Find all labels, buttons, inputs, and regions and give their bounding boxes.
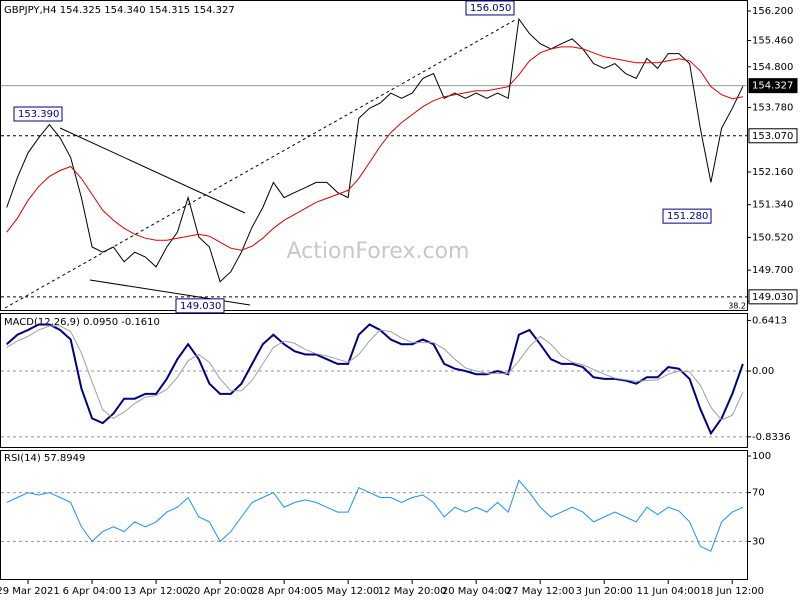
x-tick-label: 29 Mar 2021: [0, 586, 60, 597]
x-tick-label: 20 May 04:00: [442, 586, 511, 597]
x-tick-label: 12 May 20:00: [378, 586, 447, 597]
series-line: [6, 325, 744, 421]
series-line: [6, 479, 744, 552]
level-label: 153.070: [752, 131, 793, 142]
annotation-box: [662, 208, 712, 224]
y-tick-label: 152.160: [752, 167, 793, 178]
annotation-label: 149.030: [180, 301, 221, 312]
y-tick-label: 156.200: [752, 6, 793, 17]
price-panel: [0, 0, 748, 311]
last-price-label: 154.327: [752, 81, 793, 92]
y-tick-label: 70: [752, 488, 765, 499]
fib-label: 38.2: [728, 302, 746, 311]
x-tick-label: 20 Apr 20:00: [187, 586, 252, 597]
annotation-label: 156.050: [470, 3, 511, 14]
level-label-box: [748, 128, 798, 144]
series-line: [6, 323, 744, 436]
level-label: 149.030: [752, 292, 793, 303]
y-tick-label: 100: [752, 451, 771, 462]
y-tick-label: 154.800: [752, 62, 793, 73]
y-tick-label: 155.460: [752, 35, 793, 46]
annotation-box: [465, 0, 515, 16]
x-tick-label: 27 May 12:00: [506, 586, 575, 597]
price-title: GBPJPY,H4 154.325 154.340 154.315 154.32…: [4, 5, 235, 16]
rsi-title: RSI(14) 57.8949: [4, 453, 85, 464]
y-tick-label: 0.6413: [752, 315, 787, 326]
trend-line: [4, 19, 516, 309]
level-label-box: [748, 289, 798, 305]
x-tick-label: 11 Jun 04:00: [636, 586, 700, 597]
y-tick-label: 149.700: [752, 265, 793, 276]
rsi-panel: [0, 450, 748, 580]
y-tick-label: 150.520: [752, 232, 793, 243]
x-tick-label: 3 Jun 20:00: [576, 586, 633, 597]
trend-line: [59, 127, 246, 214]
x-tick-label: 28 Apr 04:00: [252, 586, 317, 597]
macd-title: MACD(12,26,9) 0.0950 -0.1610: [4, 317, 160, 328]
last-price-label-box: [748, 78, 798, 94]
annotation-label: 153.390: [18, 109, 59, 120]
y-tick-label: 151.340: [752, 200, 793, 211]
x-tick-label: 13 Apr 12:00: [123, 586, 188, 597]
y-tick-label: 0.00: [752, 366, 774, 377]
annotation-box: [13, 106, 63, 122]
series-line: [6, 17, 744, 283]
annotation-box: [175, 298, 225, 314]
x-tick-label: 6 Apr 04:00: [63, 586, 122, 597]
x-tick-label: 18 Jun 12:00: [700, 586, 764, 597]
y-tick-label: 30: [752, 536, 765, 547]
y-tick-label: 153.780: [752, 102, 793, 113]
x-tick-label: 5 May 12:00: [317, 586, 379, 597]
annotation-label: 151.280: [667, 211, 708, 222]
series-line: [6, 46, 743, 251]
y-tick-label: -0.8336: [752, 432, 791, 443]
macd-panel: [0, 313, 748, 448]
watermark: ActionForex.com: [287, 239, 470, 264]
